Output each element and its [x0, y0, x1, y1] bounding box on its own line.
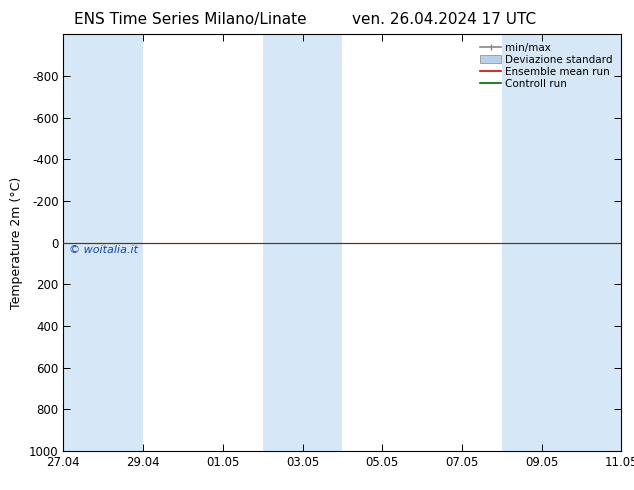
Text: ENS Time Series Milano/Linate: ENS Time Series Milano/Linate	[74, 12, 306, 27]
Text: ven. 26.04.2024 17 UTC: ven. 26.04.2024 17 UTC	[352, 12, 536, 27]
Text: © woitalia.it: © woitalia.it	[69, 245, 138, 255]
Bar	[103, 34, 143, 451]
Bar	[63, 34, 103, 451]
Bar	[303, 34, 342, 451]
Legend: min/max, Deviazione standard, Ensemble mean run, Controll run: min/max, Deviazione standard, Ensemble m…	[477, 40, 616, 92]
Bar	[262, 34, 303, 451]
Bar	[502, 34, 541, 451]
Y-axis label: Temperature 2m (°C): Temperature 2m (°C)	[10, 176, 23, 309]
Bar	[541, 34, 621, 451]
